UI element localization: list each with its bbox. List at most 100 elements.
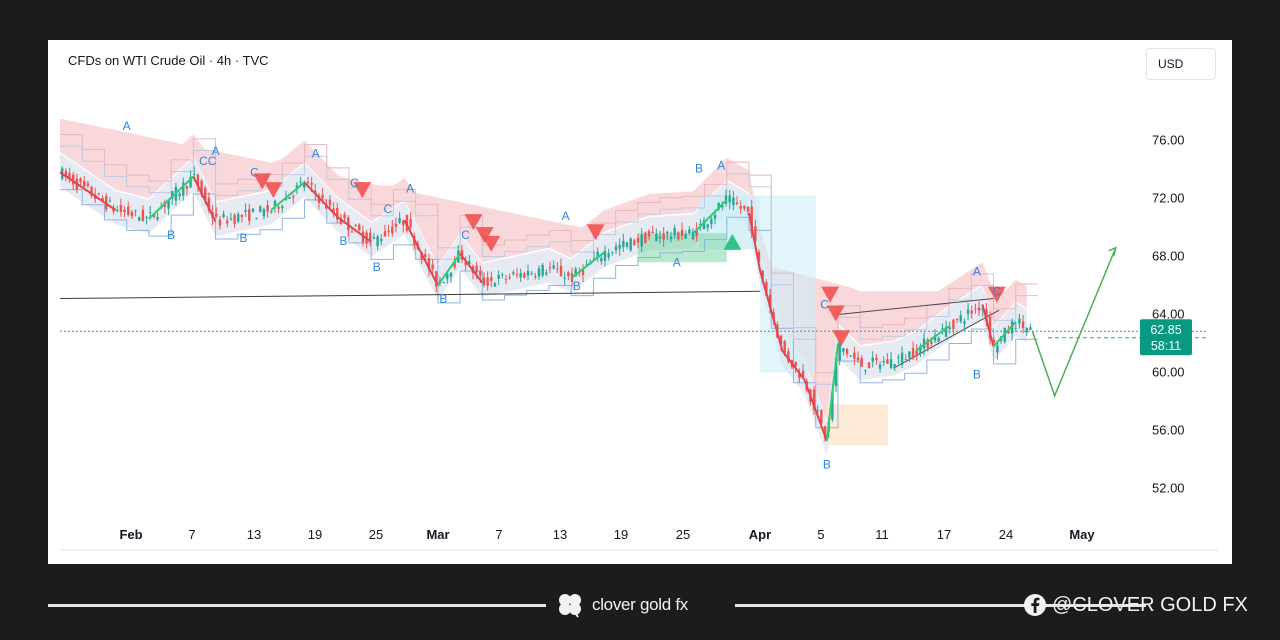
candle-body <box>798 373 801 379</box>
projection-arrowhead <box>1108 246 1117 256</box>
wave-label: CC <box>199 154 217 168</box>
support-trendline <box>59 290 761 300</box>
candle-body <box>398 218 401 223</box>
candle-body <box>229 218 233 220</box>
candle-body <box>446 273 449 280</box>
candle-body <box>988 316 992 339</box>
candle-body <box>497 274 500 279</box>
candle-body <box>739 206 742 209</box>
candle-body <box>673 228 676 236</box>
candle-body <box>743 205 746 209</box>
sell-signal <box>821 286 840 303</box>
candle-body <box>871 357 874 362</box>
candle-body <box>387 230 390 232</box>
y-tick-label: 68.00 <box>1152 248 1185 263</box>
facebook-icon <box>1024 594 1046 616</box>
impulse-down-line <box>403 219 439 286</box>
candle-body <box>442 282 445 284</box>
x-tick-label: Mar <box>426 527 449 542</box>
candle-body <box>838 341 841 362</box>
candle-body <box>754 226 757 242</box>
sell-signal <box>353 182 372 199</box>
candle-body <box>1029 327 1032 330</box>
candle-body <box>394 223 398 227</box>
candle-body <box>420 252 423 260</box>
candle-body <box>600 257 603 262</box>
candle-body <box>966 309 970 314</box>
candle-body <box>526 270 530 276</box>
x-tick-label: Feb <box>119 527 142 542</box>
candle-body <box>820 410 823 424</box>
candle-body <box>779 335 783 344</box>
impulse-down-line <box>803 379 828 442</box>
candle-body <box>611 252 614 254</box>
social-handle[interactable]: @CLOVER GOLD FX <box>1024 590 1248 620</box>
impulse-up-line <box>992 321 1017 348</box>
currency-button[interactable]: USD <box>1146 48 1216 80</box>
price-label: 62.85 <box>1150 323 1181 337</box>
impulse-down-line <box>759 270 784 352</box>
impulse-down-line <box>781 350 806 381</box>
wave-label: A <box>973 264 981 278</box>
candle-body <box>937 338 940 342</box>
impulse-up-line <box>148 175 195 220</box>
candle-body <box>156 217 159 220</box>
candle-body <box>248 209 251 221</box>
candle-body <box>321 194 324 199</box>
x-tick-label: 5 <box>817 527 824 542</box>
candle-body <box>380 238 383 241</box>
candle-body <box>240 214 244 218</box>
candle-body <box>328 199 332 206</box>
candle-body <box>955 318 959 320</box>
candle-body <box>556 268 559 270</box>
candle-body <box>204 188 207 200</box>
candle-body <box>486 277 489 286</box>
candle-body <box>493 283 497 287</box>
countdown-label: 58:11 <box>1151 339 1181 353</box>
candle-body <box>941 328 944 330</box>
impulse-down-line <box>459 252 484 284</box>
candle-body <box>816 410 819 412</box>
sell-signal <box>253 173 272 190</box>
candle-body <box>237 213 240 222</box>
wave-label: A <box>717 158 725 172</box>
candle-body <box>867 362 871 369</box>
wave-label: A <box>406 182 414 196</box>
candle-body <box>523 273 526 278</box>
candle-body <box>548 267 552 269</box>
candle-body <box>244 209 247 212</box>
candle-body <box>963 321 966 324</box>
candle-body <box>732 197 735 205</box>
candle-body <box>636 237 640 243</box>
candle-body <box>1018 318 1021 324</box>
candle-body <box>167 200 170 209</box>
x-tick-label: 25 <box>676 527 690 542</box>
candle-body <box>948 327 951 329</box>
candle-body <box>801 370 805 377</box>
candle-body <box>306 181 310 184</box>
candle-body <box>541 264 544 276</box>
candle-body <box>222 214 225 218</box>
candle-body <box>768 294 772 308</box>
candle-body <box>218 219 222 226</box>
candle-body <box>622 241 625 248</box>
candle-body <box>629 238 632 251</box>
candle-body <box>974 308 977 310</box>
impulse-down-line <box>981 304 995 347</box>
candle-body <box>86 183 90 186</box>
candle-body <box>295 185 299 189</box>
wave-label: A <box>212 144 220 158</box>
candle-body <box>482 277 486 286</box>
candle-body <box>897 357 900 359</box>
candle-body <box>603 251 607 261</box>
y-tick-label: 72.00 <box>1152 190 1185 205</box>
candle-body <box>849 355 852 357</box>
candle-body <box>607 253 610 258</box>
candle-body <box>581 269 585 275</box>
x-tick-label: 19 <box>614 527 628 542</box>
candle-body <box>911 348 915 359</box>
candle-body <box>479 270 482 276</box>
candle-body <box>706 224 709 228</box>
candle-body <box>138 217 141 221</box>
